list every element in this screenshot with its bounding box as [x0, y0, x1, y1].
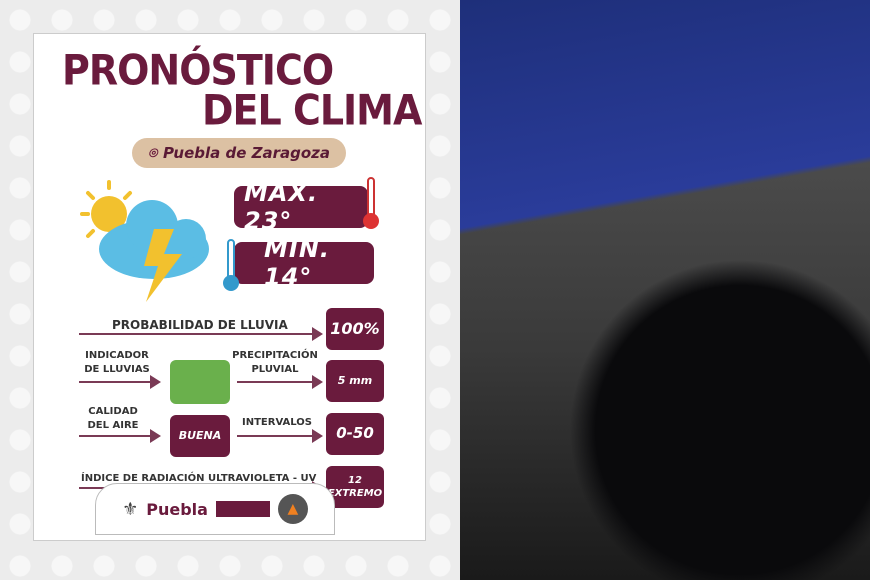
- intervals-label: INTERVALOS: [242, 417, 312, 428]
- rain-indicator-label: INDICADOR DE LLUVIAS: [84, 350, 150, 375]
- forecast-card: PRONÓSTICO DEL CLIMA ⌾ Puebla de Zaragoz…: [33, 33, 426, 541]
- location-pill: ⌾ Puebla de Zaragoza: [132, 138, 346, 168]
- arrow: [237, 375, 323, 389]
- precipitation-value: 5 mm: [326, 360, 384, 402]
- uv-index: 12: [348, 475, 362, 486]
- uv-value: 12 EXTREMO: [326, 466, 384, 508]
- arrow: [79, 375, 161, 389]
- rain-umbrella-photo: [460, 0, 870, 580]
- footer-logos: ⚜ Puebla ▲: [95, 483, 335, 535]
- air-quality-label: CALIDAD DEL AIRE: [87, 406, 139, 431]
- air-quality-value: BUENA: [170, 415, 230, 457]
- arrow: [79, 327, 323, 341]
- rain-probability-label: PROBABILIDAD DE LLUVIA: [112, 318, 288, 332]
- puebla-logo: Puebla: [146, 499, 208, 519]
- uv-level: EXTREMO: [327, 488, 383, 499]
- intervals-value: 0-50: [326, 413, 384, 455]
- puebla-emblem-icon: ⚜: [122, 498, 139, 520]
- title-line-2: DEL CLIMA: [202, 85, 422, 135]
- rain-probability-value: 100%: [326, 308, 384, 350]
- title-line-1: PRONÓSTICO: [62, 45, 334, 95]
- storm-cloud-icon: [80, 180, 209, 302]
- hot-thermometer-icon: [363, 177, 379, 229]
- department-logo: [215, 501, 270, 517]
- location-name: Puebla de Zaragoza: [162, 144, 331, 162]
- location-pin-icon: ⌾: [147, 144, 157, 162]
- precipitation-label: PRECIPITACIÓN PLUVIAL: [232, 350, 318, 375]
- uv-label: ÍNDICE DE RADIACIÓN ULTRAVIOLETA - UV: [81, 473, 317, 484]
- civil-protection-icon: ▲: [277, 494, 308, 524]
- max-temp: MÁX. 23°: [234, 179, 368, 235]
- arrow: [79, 429, 161, 443]
- min-temp: MÍN. 14°: [234, 235, 374, 291]
- arrow: [237, 429, 323, 443]
- cold-thermometer-icon: [223, 239, 239, 291]
- rain-indicator-swatch: [170, 360, 230, 404]
